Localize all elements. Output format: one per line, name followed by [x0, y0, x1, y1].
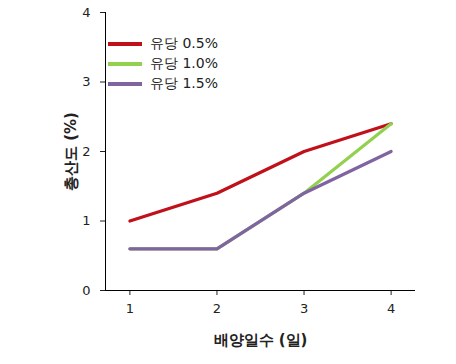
svg-text:2: 2 — [213, 301, 221, 316]
svg-text:4: 4 — [387, 301, 395, 316]
svg-text:4: 4 — [82, 5, 90, 20]
html-text:유당 0.5%: 유당 0.5% — [150, 35, 218, 51]
svg-text:3: 3 — [82, 74, 90, 89]
html-text:유당 1.0%: 유당 1.0% — [150, 55, 218, 71]
svg-text:배양일수 (일): 배양일수 (일) — [214, 331, 308, 349]
svg-text:0: 0 — [82, 283, 90, 298]
html-text:유당 1.5%: 유당 1.5% — [150, 75, 218, 91]
svg-text:1: 1 — [82, 213, 90, 228]
svg-text:2: 2 — [82, 144, 90, 159]
svg-text:총산도 (%): 총산도 (%) — [62, 112, 80, 191]
svg-text:3: 3 — [300, 301, 308, 316]
svg-text:1: 1 — [126, 301, 134, 316]
